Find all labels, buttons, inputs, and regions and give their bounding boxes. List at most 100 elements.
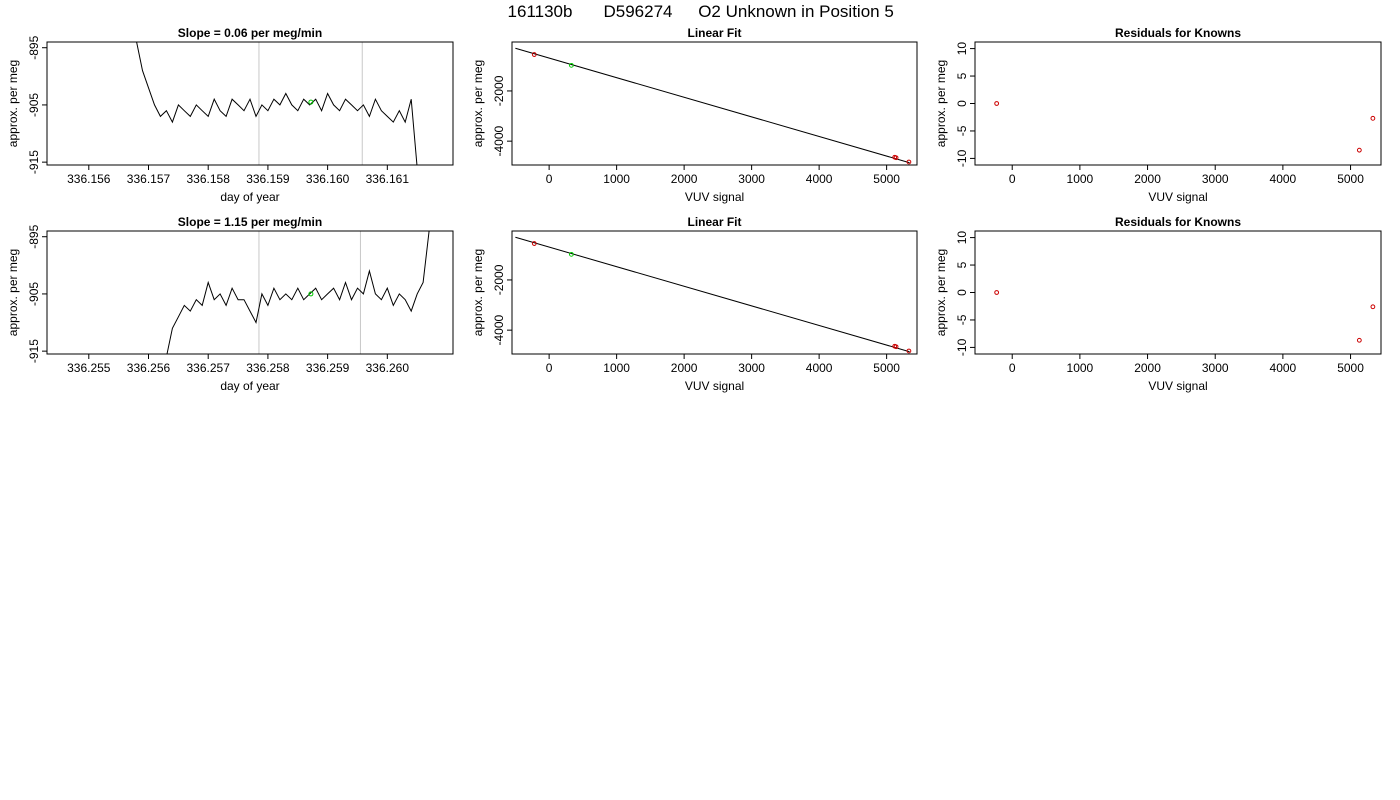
data-point	[1370, 304, 1376, 310]
x-tick-label: 2000	[1134, 361, 1161, 375]
panel-r1c1: Slope = 0.06 per meg/min 336.156 336.157 33…	[6, 26, 454, 204]
y-tick-label: -10	[955, 149, 969, 167]
figure-title-desc: O2 Unknown in Position 5	[698, 2, 894, 21]
x-tick-label: 1000	[603, 361, 630, 375]
x-tick-label: 2000	[671, 172, 698, 186]
x-tick-label: 4000	[806, 361, 833, 375]
x-tick-label: 336.158	[187, 172, 231, 186]
panel-r2c2: Linear Fit 0 1000 2000 3000 4000 5000 -2000 -400…	[471, 215, 918, 393]
panel-title: Residuals for Knowns	[1115, 215, 1241, 229]
data-point	[906, 348, 912, 354]
y-tick-label: -4000	[492, 314, 506, 345]
x-tick-label: 5000	[873, 361, 900, 375]
figure-title: 161130b D596274 O2 Unknown in Position 5	[508, 2, 894, 21]
x-tick-label: 0	[546, 361, 553, 375]
data-point	[531, 241, 537, 246]
x-tick-label: 336.156	[67, 172, 111, 186]
y-tick-label: -915	[27, 339, 41, 363]
x-tick-label: 336.257	[187, 361, 231, 375]
data-point	[1356, 147, 1362, 153]
x-tick-label: 336.259	[306, 361, 350, 375]
x-tick-label: 5000	[1337, 361, 1364, 375]
y-tick-label: -4000	[492, 125, 506, 156]
y-tick-label: -915	[27, 150, 41, 174]
highlight-point	[308, 291, 314, 297]
y-tick-label: -2000	[492, 264, 506, 295]
x-axis-label: VUV signal	[685, 379, 744, 393]
series-line	[136, 42, 418, 165]
x-tick-label: 1000	[603, 172, 630, 186]
x-tick-label: 2000	[671, 361, 698, 375]
y-tick-label: 5	[955, 261, 969, 268]
y-tick-label: 0	[955, 289, 969, 296]
panel-grid: Slope = 0.06 per meg/min 336.156 336.157 33…	[6, 26, 1382, 393]
x-axis-label: VUV signal	[1148, 379, 1207, 393]
plot-frame	[46, 230, 454, 355]
panel-title: Linear Fit	[687, 215, 741, 229]
panel-title: Residuals for Knowns	[1115, 26, 1241, 40]
y-tick-label: 10	[955, 42, 969, 56]
x-tick-label: 4000	[806, 172, 833, 186]
y-tick-label: -895	[27, 224, 41, 248]
y-tick-label: -5	[955, 314, 969, 325]
y-tick-label: -5	[955, 125, 969, 136]
plot-frame	[511, 230, 918, 355]
x-tick-label: 336.260	[366, 361, 410, 375]
y-axis-label: approx. per meg	[934, 60, 948, 147]
x-tick-label: 336.160	[306, 172, 350, 186]
x-tick-label: 336.157	[127, 172, 171, 186]
plot-area	[515, 236, 912, 354]
x-tick-label: 0	[1009, 172, 1016, 186]
x-tick-label: 0	[1009, 361, 1016, 375]
plot-frame	[46, 41, 454, 166]
fit-line	[515, 47, 910, 164]
x-tick-label: 2000	[1134, 172, 1161, 186]
y-tick-label: 0	[955, 100, 969, 107]
y-tick-label: -905	[27, 93, 41, 117]
figure-title-run: 161130b	[508, 2, 573, 21]
highlight-point	[308, 99, 314, 105]
x-axis-label: VUV signal	[685, 190, 744, 204]
y-axis-label: approx. per meg	[6, 60, 20, 147]
y-tick-label: 5	[955, 72, 969, 79]
data-point	[1356, 337, 1362, 343]
x-tick-label: 336.256	[127, 361, 171, 375]
x-tick-label: 3000	[1202, 172, 1229, 186]
data-point	[906, 159, 912, 165]
data-point	[994, 101, 1000, 106]
panel-r1c2: Linear Fit 0 1000 2000 3000 4000 5000 -2000 -400…	[471, 26, 918, 204]
panel-title: Slope = 0.06 per meg/min	[178, 26, 322, 40]
fit-line	[515, 236, 910, 353]
x-tick-label: 3000	[738, 361, 765, 375]
data-point	[893, 344, 899, 350]
y-axis-label: approx. per meg	[6, 249, 20, 336]
figure-title-id: D596274	[603, 2, 672, 21]
x-tick-label: 336.258	[246, 361, 290, 375]
plot-area	[515, 47, 912, 165]
x-tick-label: 0	[546, 172, 553, 186]
panel-title: Linear Fit	[687, 26, 741, 40]
y-axis-label: approx. per meg	[471, 249, 485, 336]
x-tick-label: 336.161	[366, 172, 410, 186]
x-tick-label: 5000	[873, 172, 900, 186]
plot-frame	[511, 41, 918, 166]
x-axis-label: VUV signal	[1148, 190, 1207, 204]
x-tick-label: 1000	[1067, 172, 1094, 186]
plot-area	[136, 42, 418, 165]
data-point	[994, 290, 1000, 295]
plot-area	[994, 101, 1376, 153]
y-axis-label: approx. per meg	[934, 249, 948, 336]
y-tick-label: -905	[27, 282, 41, 306]
panel-title: Slope = 1.15 per meg/min	[178, 215, 322, 229]
x-tick-label: 4000	[1270, 361, 1297, 375]
x-tick-label: 5000	[1337, 172, 1364, 186]
y-tick-label: 10	[955, 231, 969, 245]
x-tick-label: 336.255	[67, 361, 111, 375]
plot-area	[994, 290, 1376, 343]
data-point	[1370, 115, 1376, 121]
x-axis-label: day of year	[220, 190, 279, 204]
series-line	[166, 231, 430, 354]
x-tick-label: 3000	[1202, 361, 1229, 375]
